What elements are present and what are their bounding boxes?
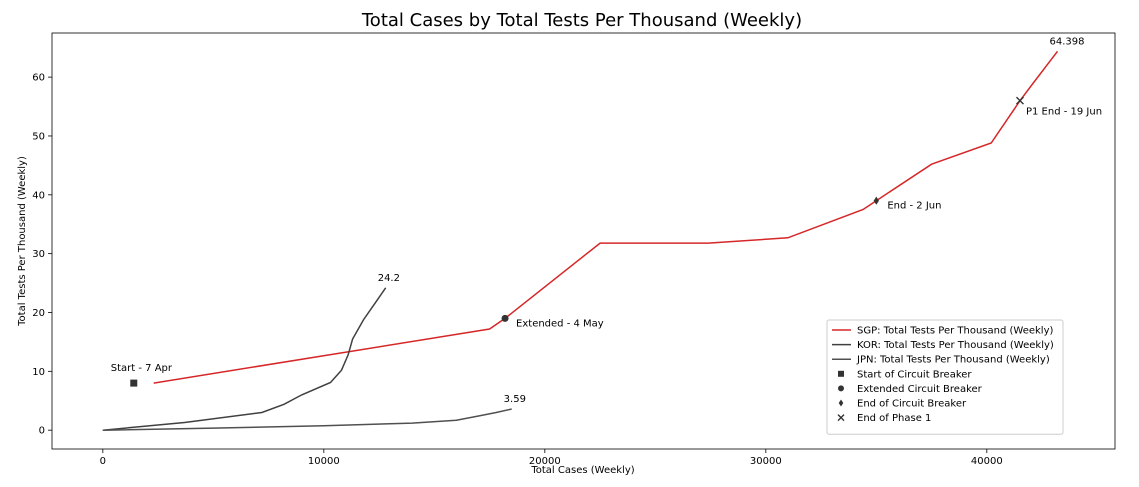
end-value-label: 64.398 — [1050, 36, 1085, 47]
legend-box — [826, 319, 1064, 435]
x-tick-label: 10000 — [308, 456, 340, 467]
x-tick-label: 40000 — [971, 456, 1003, 467]
x-tick-label: 20000 — [529, 456, 561, 467]
legend-label: JPN: Total Tests Per Thousand (Weekly) — [856, 355, 1050, 366]
chart-legend: SGP: Total Tests Per Thousand (Weekly) KO… — [826, 319, 1064, 435]
end-value-label: 24.2 — [378, 273, 400, 284]
legend-label: Extended Circuit Breaker — [857, 384, 983, 395]
event-marker-circle — [501, 314, 509, 322]
legend-label: End of Phase 1 — [857, 413, 931, 424]
legend-marker-circle — [838, 385, 844, 392]
legend-label: SGP: Total Tests Per Thousand (Weekly) — [857, 326, 1054, 337]
legend-label: End of Circuit Breaker — [857, 399, 967, 410]
y-tick-label: 10 — [32, 367, 45, 378]
legend-marker-square — [838, 370, 844, 377]
series-line-1 — [102, 287, 387, 431]
legend-marker-diamond — [838, 399, 844, 407]
end-value-label: 3.59 — [504, 394, 526, 405]
event-label: End - 2 Jun — [887, 201, 941, 212]
x-tick-label: 30000 — [750, 456, 782, 467]
legend-label: KOR: Total Tests Per Thousand (Weekly) — [857, 340, 1054, 351]
event-label: Extended - 4 May — [516, 318, 604, 329]
event-label: P1 End - 19 Jun — [1026, 107, 1102, 118]
event-label: Start - 7 Apr — [111, 363, 173, 374]
x-axis-label: Total Cases (Weekly) — [530, 465, 634, 476]
annotations: Start - 7 Apr Extended - 4 May End - 2 Jun… — [111, 36, 1102, 405]
series-line-2 — [102, 408, 512, 431]
event-markers — [130, 96, 1024, 387]
legend-label: Start of Circuit Breaker — [857, 369, 972, 380]
plot-area-frame — [51, 32, 1116, 450]
x-tick-label: 0 — [100, 456, 106, 467]
y-tick-label: 40 — [32, 190, 45, 201]
event-marker-diamond — [873, 196, 879, 205]
event-marker-square — [130, 379, 138, 387]
y-tick-label: 0 — [39, 426, 45, 437]
y-tick-label: 60 — [32, 73, 45, 84]
axis-ticks: 0 10000 20000 30000 40000 0 10 20 30 40 50 60 — [32, 73, 1002, 467]
y-tick-label: 20 — [32, 308, 45, 319]
event-marker-x — [1015, 96, 1024, 105]
chart-title: Total Cases by Total Tests Per Thousand … — [361, 10, 802, 31]
legend-marker-x — [837, 414, 845, 422]
y-tick-label: 50 — [32, 131, 45, 142]
y-tick-label: 30 — [32, 249, 45, 260]
y-axis-label: Total Tests Per Thousand (Weekly) — [17, 156, 28, 327]
